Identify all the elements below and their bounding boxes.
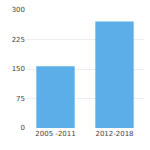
- svg-text:2012-2018: 2012-2018: [95, 130, 133, 138]
- svg-text:150: 150: [12, 65, 25, 73]
- svg-text:300: 300: [12, 6, 25, 14]
- svg-text:2005 -2011: 2005 -2011: [35, 130, 75, 138]
- svg-text:0: 0: [21, 124, 25, 132]
- svg-text:75: 75: [16, 95, 25, 103]
- svg-text:225: 225: [12, 36, 25, 44]
